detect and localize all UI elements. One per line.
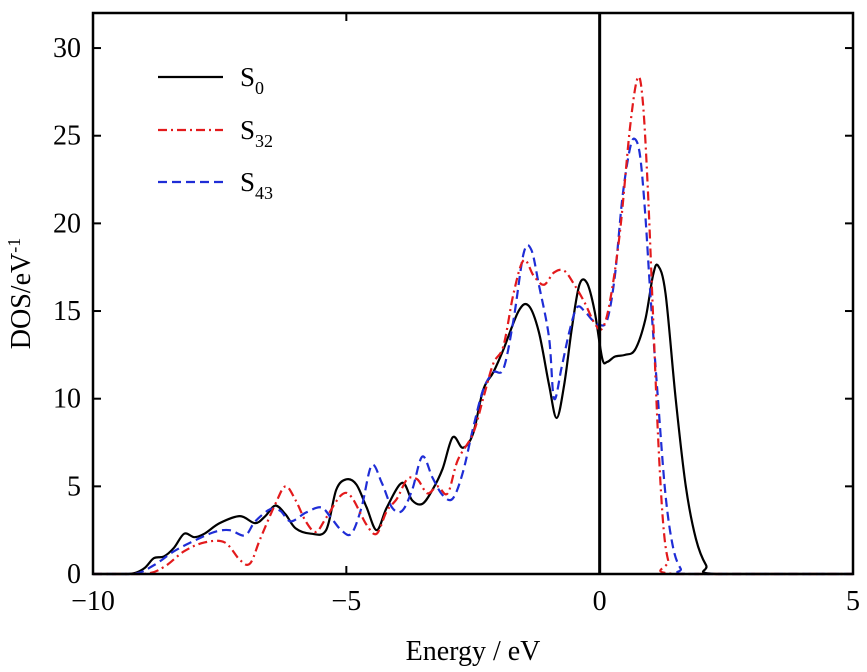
y-tick-label: 5 <box>67 471 81 502</box>
legend: S0 S32 S43 <box>158 62 273 203</box>
tick-labels: −10 −5 0 5 0 5 10 15 20 25 30 <box>53 33 860 617</box>
axis-ticks <box>92 13 854 575</box>
y-axis-label: DOS/eV-1 <box>4 238 37 349</box>
y-tick-label: 25 <box>53 121 81 152</box>
x-axis-label: Energy / eV <box>406 636 541 667</box>
x-tick-label: 0 <box>593 586 607 617</box>
y-tick-label: 20 <box>53 208 81 239</box>
plot-frame <box>91 11 855 576</box>
y-tick-label: 10 <box>53 384 81 415</box>
legend-label-s32: S32 <box>240 115 273 151</box>
x-tick-label: 5 <box>846 586 860 617</box>
series-line-s32 <box>93 75 853 576</box>
y-tick-label: 15 <box>53 296 81 327</box>
y-tick-label: 30 <box>53 33 81 64</box>
y-axis-label-superscript: -1 <box>4 238 24 253</box>
legend-label-s43: S43 <box>240 167 273 203</box>
y-axis-label-base: DOS/eV <box>6 253 37 349</box>
plot-lines <box>93 75 853 576</box>
series-line-s43 <box>93 137 853 576</box>
series-line-s0 <box>93 263 853 576</box>
y-tick-label: 0 <box>67 559 81 590</box>
legend-label-s0: S0 <box>240 62 264 98</box>
x-tick-label: −10 <box>71 586 115 617</box>
x-tick-label: −5 <box>331 586 361 617</box>
